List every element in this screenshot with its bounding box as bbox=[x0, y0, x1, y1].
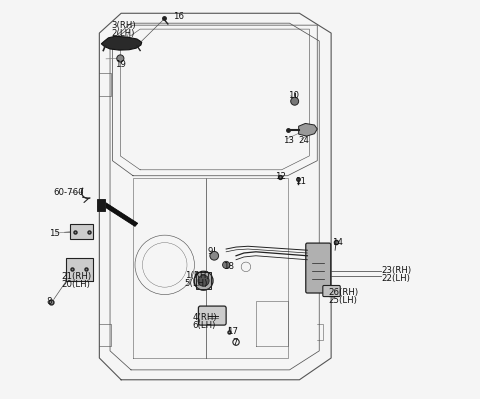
Bar bbox=[196, 273, 212, 289]
Circle shape bbox=[194, 271, 213, 290]
Text: 4(RH): 4(RH) bbox=[192, 313, 217, 322]
Text: 21(RH): 21(RH) bbox=[62, 272, 92, 281]
Text: 25(LH): 25(LH) bbox=[328, 296, 357, 305]
Text: 10: 10 bbox=[288, 91, 299, 100]
FancyBboxPatch shape bbox=[323, 285, 340, 296]
Text: 2(LH): 2(LH) bbox=[111, 29, 134, 38]
Text: 6(LH): 6(LH) bbox=[192, 321, 216, 330]
Text: 12: 12 bbox=[275, 172, 286, 181]
Text: 20(LH): 20(LH) bbox=[62, 280, 91, 289]
Text: 9: 9 bbox=[207, 247, 213, 256]
Circle shape bbox=[198, 275, 209, 286]
Text: 60-760: 60-760 bbox=[53, 188, 84, 197]
Text: 16: 16 bbox=[173, 12, 184, 21]
Text: 19: 19 bbox=[115, 60, 126, 69]
Text: 23(RH): 23(RH) bbox=[382, 266, 412, 275]
Circle shape bbox=[210, 251, 218, 260]
Bar bbox=[66, 258, 94, 281]
Text: 17: 17 bbox=[228, 326, 239, 336]
FancyBboxPatch shape bbox=[306, 243, 331, 293]
FancyBboxPatch shape bbox=[198, 306, 226, 325]
Text: 22(LH): 22(LH) bbox=[382, 274, 411, 283]
Text: 13: 13 bbox=[283, 136, 294, 144]
Bar bbox=[96, 200, 105, 211]
Circle shape bbox=[223, 261, 230, 269]
Text: 11: 11 bbox=[295, 177, 306, 186]
Circle shape bbox=[117, 55, 124, 62]
Text: 1(RH): 1(RH) bbox=[184, 271, 209, 280]
Circle shape bbox=[291, 97, 299, 105]
Text: 15: 15 bbox=[49, 229, 60, 238]
Text: 26(RH): 26(RH) bbox=[328, 288, 358, 297]
Text: 14: 14 bbox=[332, 238, 343, 247]
Text: 18: 18 bbox=[223, 262, 234, 271]
Text: 8: 8 bbox=[47, 297, 52, 306]
Polygon shape bbox=[101, 36, 142, 50]
Text: 5(LH): 5(LH) bbox=[184, 279, 208, 288]
Polygon shape bbox=[299, 123, 317, 136]
Text: 7: 7 bbox=[232, 338, 238, 348]
Text: 3(RH): 3(RH) bbox=[111, 21, 136, 30]
Text: 24: 24 bbox=[299, 136, 310, 144]
Polygon shape bbox=[97, 200, 138, 227]
Bar bbox=[71, 224, 94, 239]
